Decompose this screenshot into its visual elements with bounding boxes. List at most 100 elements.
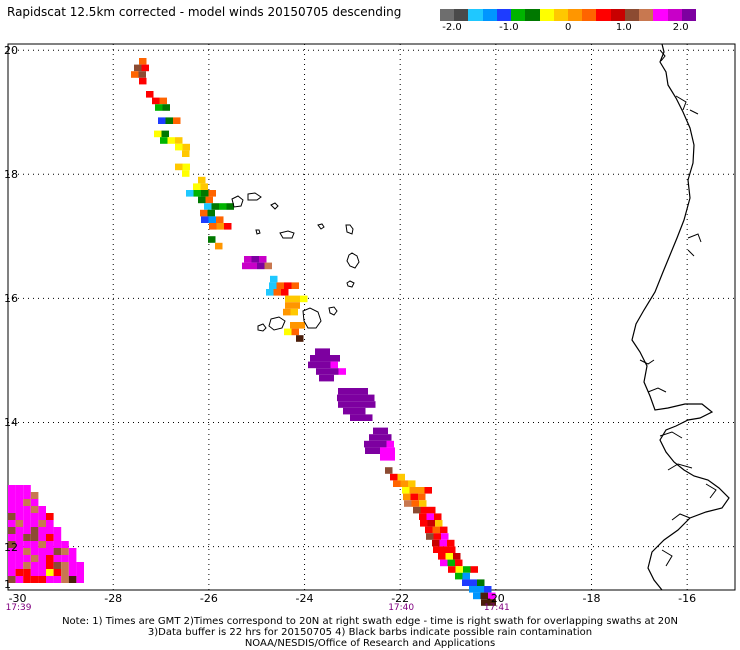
- swath-cell: [259, 256, 267, 263]
- swath-cell: [23, 506, 31, 513]
- island-outline: [345, 224, 354, 235]
- swath-cell: [427, 520, 435, 527]
- swath-cell: [30, 555, 39, 562]
- swath-cell: [418, 493, 426, 501]
- swath-cell: [38, 569, 46, 576]
- swath-cell: [338, 401, 346, 408]
- swath-cell: [364, 440, 372, 448]
- swath-cell: [368, 401, 376, 408]
- swath-cell: [68, 555, 77, 562]
- swath-cell: [8, 527, 16, 534]
- swath-cell: [404, 500, 412, 507]
- swath-cell: [208, 190, 216, 197]
- swath-cell: [455, 559, 463, 567]
- swath-cell: [8, 534, 16, 541]
- swath-cell: [484, 586, 492, 593]
- swath-cell: [380, 454, 388, 461]
- swath-cell: [345, 401, 353, 408]
- swath-cell: [30, 527, 39, 534]
- colorbar-swatch: [653, 9, 668, 21]
- swath-cell: [30, 576, 39, 583]
- swath-cell: [201, 216, 209, 223]
- swath-cell: [131, 71, 139, 78]
- swath-cell: [365, 414, 373, 421]
- swath-cell: [244, 256, 252, 263]
- swath-cell: [15, 548, 24, 555]
- swath-cell: [432, 526, 440, 534]
- swath-cell: [413, 506, 421, 514]
- swath-cell: [208, 216, 216, 223]
- swath-cell: [425, 526, 433, 534]
- swath-cell: [53, 562, 62, 569]
- swath-cell: [23, 534, 31, 541]
- swath-cell: [292, 302, 300, 309]
- island-outline: [255, 229, 261, 235]
- swath-cell: [8, 499, 16, 506]
- swath-cell: [249, 262, 257, 270]
- swath-cell: [224, 223, 232, 230]
- swath-cell: [441, 533, 449, 540]
- swath-cell: [433, 533, 441, 540]
- swath-cell: [216, 216, 224, 223]
- swath-cell: [175, 143, 183, 151]
- swath-cell: [315, 348, 323, 355]
- swath-cell: [338, 368, 346, 375]
- colorbar-swatch: [511, 9, 526, 21]
- island-outline: [257, 323, 267, 332]
- swath-cell: [251, 256, 259, 263]
- swath-cell: [23, 548, 31, 555]
- swath-cell: [8, 541, 16, 548]
- colorbar-swatch: [553, 9, 568, 21]
- swath-cell: [46, 520, 54, 527]
- swath-cell: [284, 328, 292, 336]
- swath-cell: [360, 388, 368, 395]
- swath-cell: [30, 541, 39, 548]
- swath-cell: [61, 541, 69, 548]
- swath-cell: [68, 548, 77, 555]
- swath-cell: [462, 579, 470, 586]
- swath-cell: [428, 506, 436, 514]
- lon-tick-label: -26: [199, 592, 218, 605]
- swath-cell: [357, 414, 365, 421]
- swath-cell: [15, 485, 24, 492]
- plot-frame: [7, 43, 736, 591]
- swath-cell: [23, 569, 31, 576]
- swath-cell: [393, 480, 401, 487]
- colorbar-swatch: [482, 9, 497, 21]
- swath-cell: [15, 576, 24, 583]
- swath-cell: [448, 546, 456, 553]
- swath-cell: [322, 348, 330, 355]
- swath-cell: [481, 599, 489, 606]
- swath-cell: [470, 566, 478, 573]
- swath-cell: [30, 534, 39, 541]
- swath-cell: [257, 262, 265, 270]
- swath-cell: [434, 513, 442, 520]
- swath-cell: [369, 434, 377, 441]
- swath-cell: [331, 368, 339, 375]
- swath-cell: [15, 513, 24, 520]
- swath-cell: [211, 203, 219, 210]
- swath-cell: [285, 295, 293, 303]
- island-outline: [328, 306, 338, 316]
- swath-cell: [8, 520, 16, 527]
- island-outline: [231, 195, 244, 208]
- swath-cell: [269, 282, 277, 289]
- note-line-2: 3)Data buffer is 22 hrs for 20150705 4) …: [147, 627, 593, 638]
- swath-cell: [204, 203, 212, 210]
- colorbar-swatch: [667, 9, 682, 21]
- swath-cell: [448, 566, 456, 573]
- swath-cell: [350, 407, 358, 415]
- swath-cell: [469, 586, 477, 593]
- map-title: Rapidscat 12.5km corrected - model winds…: [7, 5, 402, 19]
- colorbar-swatch: [496, 9, 512, 21]
- swath-cell: [315, 361, 323, 369]
- colorbar-label: -1.0: [499, 22, 519, 33]
- swath-cell: [15, 506, 24, 513]
- swath-cell: [332, 355, 340, 362]
- swath-cell: [46, 534, 54, 541]
- lon-tick-label: -20: [486, 592, 505, 605]
- swath-cell: [400, 480, 408, 487]
- swath-cell: [360, 401, 368, 408]
- swath-cell: [182, 143, 190, 151]
